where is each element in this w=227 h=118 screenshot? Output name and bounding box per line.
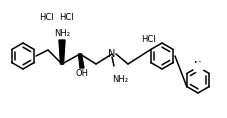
Polygon shape xyxy=(59,40,65,64)
Text: N: N xyxy=(108,49,115,59)
Text: HCl: HCl xyxy=(58,13,73,23)
Text: NH₂: NH₂ xyxy=(111,76,127,84)
Text: HCl: HCl xyxy=(39,13,53,23)
Polygon shape xyxy=(78,54,84,68)
Text: N: N xyxy=(193,61,201,71)
Text: HCl: HCl xyxy=(140,36,155,44)
Text: NH₂: NH₂ xyxy=(54,30,70,38)
Text: OH: OH xyxy=(75,70,88,78)
